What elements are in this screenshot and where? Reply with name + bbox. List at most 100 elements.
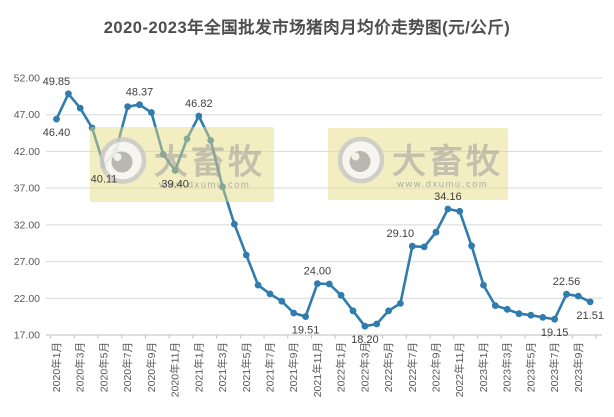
data-label: 39.40 [161, 179, 189, 191]
data-point-marker [432, 228, 440, 236]
data-point-marker [314, 280, 321, 287]
x-axis-label: 2020年9月 [145, 342, 158, 392]
x-axis-label: 2023年5月 [524, 342, 537, 392]
data-point-marker [207, 137, 215, 144]
watermark-brand-text: 大畜牧 [154, 143, 265, 182]
data-point-marker [124, 103, 132, 110]
y-axis-label: 32.00 [14, 219, 40, 231]
data-point-marker [373, 320, 381, 328]
data-label: 46.40 [43, 127, 71, 139]
x-axis-label: 2021年11月 [311, 342, 324, 397]
y-grid-group: 52.00 47.00 42.00 37.00 32.00 27.00 22.00 17.00 [14, 73, 602, 342]
data-point-marker [195, 112, 203, 120]
data-point-marker [254, 281, 262, 289]
x-axis-label: 2021年5月 [240, 342, 253, 392]
data-point-marker [503, 305, 511, 313]
logo-glint [351, 152, 360, 161]
data-point-marker [361, 322, 369, 330]
data-label: 22.56 [553, 276, 581, 288]
y-axis-label: 27.00 [14, 256, 40, 268]
y-axis-label: 37.00 [14, 183, 40, 195]
logo-glint [113, 153, 122, 161]
data-point-marker [397, 300, 404, 307]
data-point-marker [231, 220, 238, 228]
x-axis-label: 2020年3月 [74, 342, 87, 392]
price-line-series [55, 92, 592, 328]
data-point-marker [278, 297, 286, 305]
data-label: 29.10 [387, 228, 415, 240]
x-axis-group: 2020年1月 2020年3月 2020年5月 2020年7月 2020年9月 2020年… [50, 335, 597, 397]
data-point-marker [325, 280, 333, 288]
data-point-marker [302, 313, 309, 320]
data-label: 34.16 [434, 191, 462, 203]
y-axis-label: 42.00 [14, 146, 40, 158]
data-label: 19.51 [292, 325, 320, 337]
data-point-marker [408, 242, 416, 250]
data-point-marker [53, 115, 60, 123]
data-label: 49.85 [43, 76, 71, 88]
data-label: 18.20 [351, 334, 379, 346]
data-point-marker [586, 298, 594, 306]
y-axis-label: 52.00 [14, 73, 40, 85]
x-axis-label: 2020年5月 [97, 342, 110, 392]
chart-title: 2020-2023年全国批发市场猪肉月均价走势图(元/公斤) [103, 19, 511, 37]
data-label: 48.37 [126, 87, 154, 99]
x-axis-label: 2022年11月 [453, 342, 466, 397]
watermark-eye-logo-icon [337, 136, 385, 184]
data-point-marker [171, 167, 179, 174]
x-axis-label: 2023年7月 [548, 342, 561, 392]
x-axis-label: 2021年3月 [216, 342, 229, 392]
data-point-marker [480, 281, 487, 289]
data-point-marker [420, 243, 428, 251]
x-axis-label: 2022年7月 [406, 342, 419, 392]
watermark-eye-logo-icon [99, 137, 147, 184]
data-point-marker [349, 307, 357, 315]
watermark-brand-text: 大畜牧 [392, 142, 503, 181]
marker-group [53, 90, 594, 330]
data-point-marker [88, 124, 96, 132]
data-point-marker [444, 205, 452, 213]
x-axis-label: 2022年5月 [382, 342, 395, 392]
data-label: 21.51 [576, 310, 604, 322]
data-point-marker [491, 302, 499, 309]
x-axis-label: 2021年1月 [192, 342, 205, 392]
data-label: 24.00 [304, 266, 332, 278]
data-label: 46.82 [185, 98, 213, 110]
data-label: 19.15 [541, 327, 569, 339]
data-point-marker [539, 314, 547, 321]
data-point-marker [148, 109, 155, 116]
data-point-marker [266, 290, 274, 298]
data-point-marker [515, 310, 523, 318]
x-axis-label: 2021年7月 [263, 342, 276, 392]
x-axis-label: 2022年3月 [358, 342, 371, 392]
watermark-url-text: www.dxumu.com [158, 180, 250, 191]
y-axis-label: 17.00 [14, 330, 40, 342]
y-axis-label: 47.00 [14, 109, 40, 121]
x-axis-label: 2020年11月 [169, 342, 182, 397]
data-point-marker [183, 135, 191, 143]
x-axis-label: 2023年9月 [572, 342, 585, 392]
data-label: 40.11 [91, 173, 118, 185]
data-point-marker [159, 151, 167, 158]
x-axis-label: 2020年1月 [50, 342, 63, 392]
data-point-marker [563, 290, 570, 298]
y-axis-label: 22.00 [14, 293, 40, 305]
data-point-marker [76, 104, 84, 112]
x-axis-label: 2022年1月 [335, 342, 348, 392]
data-point-marker [551, 315, 558, 323]
data-point-marker [65, 90, 72, 98]
data-point-marker [136, 101, 143, 109]
data-label-group: 46.40 49.85 40.11 48.37 39.40 46.82 19.51 24.00… [43, 76, 604, 346]
data-point-marker [456, 207, 464, 215]
data-point-marker [290, 309, 298, 317]
x-axis-label: 2021年9月 [287, 342, 300, 392]
watermark-url-text: www.dxumu.com [396, 179, 488, 190]
data-point-marker [527, 311, 535, 319]
data-point-marker [468, 242, 475, 250]
x-axis-label: 2022年9月 [430, 342, 443, 392]
x-axis-label: 2023年1月 [477, 342, 490, 392]
